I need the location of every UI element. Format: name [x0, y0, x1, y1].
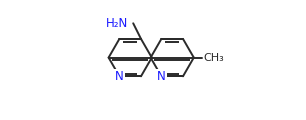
- Text: CH₃: CH₃: [203, 53, 224, 63]
- Text: N: N: [157, 70, 166, 83]
- Text: H₂N: H₂N: [106, 17, 128, 30]
- Text: N: N: [115, 70, 124, 83]
